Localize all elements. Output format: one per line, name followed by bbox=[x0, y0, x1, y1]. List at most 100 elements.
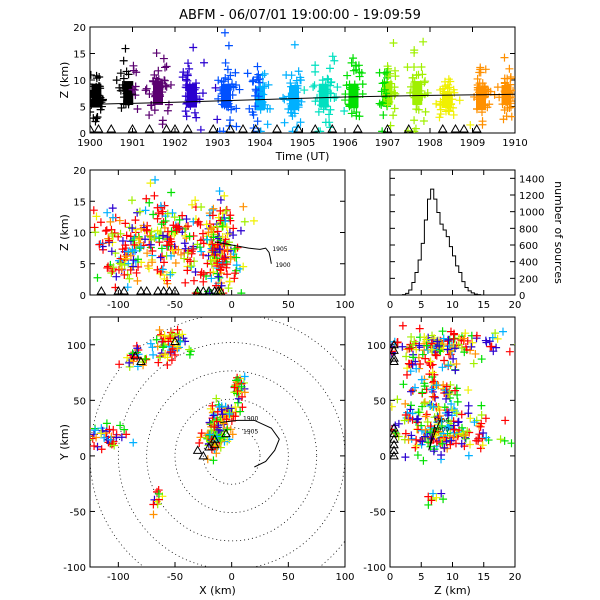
source-point bbox=[136, 242, 145, 251]
source-point bbox=[141, 235, 150, 244]
source-point bbox=[378, 79, 387, 88]
source-point bbox=[412, 435, 421, 444]
y-tick-label: 800 bbox=[519, 224, 538, 235]
station-marker bbox=[158, 285, 169, 295]
source-point bbox=[182, 215, 191, 224]
source-point bbox=[122, 89, 131, 98]
source-point bbox=[439, 334, 448, 343]
source-point bbox=[238, 403, 247, 412]
source-point bbox=[449, 110, 458, 119]
track-label: 1900 bbox=[434, 426, 449, 433]
source-point bbox=[142, 225, 151, 234]
source-point bbox=[143, 249, 152, 258]
source-point bbox=[155, 353, 164, 362]
source-point bbox=[225, 277, 234, 286]
source-point bbox=[145, 231, 154, 240]
source-point bbox=[191, 79, 200, 88]
source-point bbox=[90, 107, 95, 116]
source-point bbox=[90, 441, 99, 450]
source-point bbox=[414, 93, 423, 102]
x-tick-label: -50 bbox=[167, 572, 183, 583]
source-point bbox=[130, 85, 139, 94]
station-marker bbox=[459, 123, 469, 133]
source-point bbox=[96, 84, 105, 93]
x-tick-label: 0 bbox=[228, 300, 234, 311]
source-point bbox=[191, 89, 200, 98]
source-column bbox=[255, 86, 265, 111]
station-marker bbox=[204, 285, 214, 295]
source-point bbox=[420, 399, 429, 408]
source-point bbox=[414, 414, 423, 423]
source-point bbox=[167, 356, 176, 365]
source-point bbox=[413, 100, 422, 109]
source-point bbox=[221, 58, 230, 67]
source-point bbox=[464, 451, 473, 460]
storm-track bbox=[220, 419, 280, 468]
station-marker bbox=[144, 123, 155, 133]
source-point bbox=[423, 418, 432, 427]
source-point bbox=[226, 116, 235, 125]
source-point bbox=[169, 221, 178, 230]
source-point bbox=[146, 240, 155, 249]
source-point bbox=[427, 385, 436, 394]
source-point bbox=[472, 331, 481, 340]
source-point bbox=[330, 94, 339, 103]
y-tick-label: 100 bbox=[367, 341, 386, 352]
storm-track bbox=[214, 241, 272, 264]
source-point bbox=[260, 69, 269, 78]
source-point bbox=[90, 434, 97, 443]
source-point bbox=[477, 401, 486, 410]
source-point bbox=[117, 433, 126, 442]
source-point bbox=[160, 258, 169, 267]
source-point bbox=[255, 78, 264, 87]
source-point bbox=[198, 89, 207, 98]
source-point bbox=[168, 246, 177, 255]
source-point bbox=[101, 226, 110, 235]
source-point bbox=[155, 325, 164, 334]
source-point bbox=[160, 76, 169, 85]
track-label: 1905 bbox=[243, 429, 258, 436]
source-point bbox=[426, 357, 435, 366]
source-point bbox=[379, 111, 388, 120]
source-point bbox=[183, 266, 192, 275]
source-point bbox=[478, 91, 487, 100]
station-marker bbox=[170, 336, 180, 345]
source-point bbox=[156, 253, 165, 262]
source-point bbox=[239, 262, 248, 271]
source-point bbox=[220, 101, 229, 110]
source-point bbox=[401, 429, 410, 438]
x-tick-label: 5 bbox=[418, 300, 424, 311]
source-point bbox=[429, 489, 438, 498]
source-point bbox=[158, 120, 167, 129]
source-point bbox=[231, 403, 240, 412]
source-point bbox=[121, 219, 130, 228]
source-point bbox=[483, 103, 492, 112]
source-point bbox=[474, 436, 483, 445]
source-point bbox=[234, 375, 243, 384]
source-point bbox=[436, 85, 445, 94]
source-point bbox=[464, 401, 473, 410]
source-point bbox=[434, 403, 443, 412]
source-point bbox=[469, 359, 478, 368]
source-point bbox=[330, 56, 339, 65]
source-point bbox=[440, 89, 449, 98]
source-point bbox=[226, 211, 235, 220]
source-point bbox=[300, 86, 309, 95]
source-point bbox=[440, 443, 449, 452]
station-marker bbox=[293, 123, 304, 133]
source-point bbox=[175, 225, 184, 234]
source-point bbox=[121, 252, 130, 261]
source-point bbox=[408, 360, 417, 369]
altitude-histogram-panel: 0 5 10 15 200200400600800100012001400number … bbox=[387, 169, 565, 311]
source-point bbox=[390, 402, 396, 411]
source-point bbox=[185, 350, 194, 359]
source-point bbox=[116, 229, 125, 238]
source-point bbox=[207, 225, 216, 234]
station-marker bbox=[209, 434, 220, 443]
station-marker bbox=[127, 123, 138, 133]
source-point bbox=[317, 101, 326, 110]
source-point bbox=[230, 244, 239, 253]
station-marker bbox=[272, 123, 282, 133]
y-tick-label: 50 bbox=[373, 396, 386, 407]
